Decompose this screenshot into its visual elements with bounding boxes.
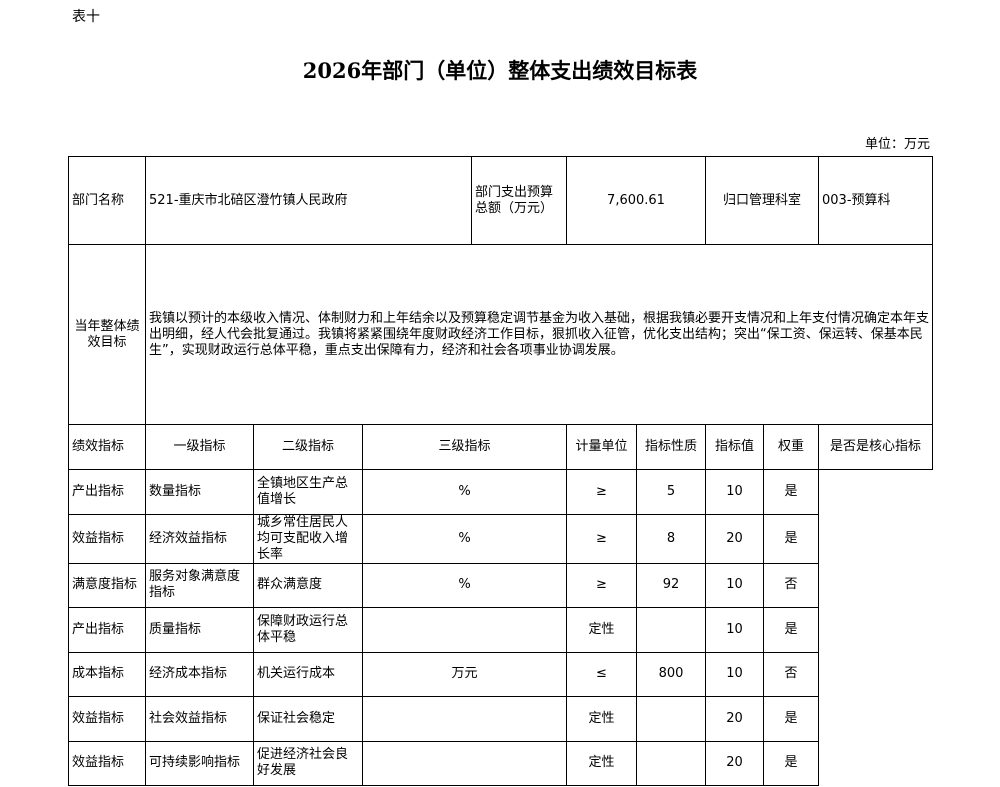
table-cell: 是 <box>763 513 819 564</box>
table-cell: 是 <box>763 469 819 515</box>
office-value: 003-预算科 <box>818 156 933 245</box>
column-header: 一级指标 <box>145 424 254 470</box>
table-cell: 20 <box>705 513 764 564</box>
table-cell: 效益指标 <box>68 740 146 786</box>
dept-name: 521-重庆市北碚区澄竹镇人民政府 <box>145 156 472 245</box>
table-cell: 经济效益指标 <box>145 513 254 564</box>
goal-text: 我镇以预计的本级收入情况、体制财力和上年结余以及预算稳定调节基金为收入基础，根据… <box>145 244 933 425</box>
unit-label: 单位：万元 <box>864 137 930 152</box>
table-cell: 是 <box>763 696 819 742</box>
table-cell: % <box>362 562 567 608</box>
table-cell: 否 <box>763 562 819 608</box>
table-cell: 效益指标 <box>68 696 146 742</box>
table-cell: 产出指标 <box>68 469 146 515</box>
table-cell: 满意度指标 <box>68 562 146 608</box>
table-cell: 5 <box>636 469 706 515</box>
table-row: 效益指标 经济效益指标 城乡常住居民人均可支配收入增长率% ≥8 20 是 <box>68 513 933 564</box>
table-cell: 服务对象满意度指标 <box>145 562 254 608</box>
table-cell: 保证社会稳定 <box>253 696 363 742</box>
table-cell: 保障财政运行总体平稳 <box>253 607 363 653</box>
table-row: 产出指标 质量指标 保障财政运行总体平稳 定性 10 是 <box>68 607 933 653</box>
budget-value: 7,600.61 <box>566 156 706 245</box>
indicators-label: 绩效指标 <box>68 424 146 470</box>
table-cell: 产出指标 <box>68 607 146 653</box>
table-cell: ≥ <box>566 469 637 515</box>
table-cell: 20 <box>705 740 764 786</box>
table-cell: 成本指标 <box>68 651 146 697</box>
column-header: 指标值 <box>705 424 764 470</box>
dept-name-label: 部门名称 <box>68 156 146 245</box>
table-cell: 800 <box>636 651 706 697</box>
table-cell: 是 <box>763 607 819 653</box>
table-cell: 经济成本指标 <box>145 651 254 697</box>
table-cell: 促进经济社会良好发展 <box>253 740 363 786</box>
table-cell: 城乡常住居民人均可支配收入增长率 <box>253 513 363 564</box>
table-cell: % <box>362 513 567 564</box>
table-cell: 10 <box>705 562 764 608</box>
column-header: 指标性质 <box>636 424 706 470</box>
table-cell: 群众满意度 <box>253 562 363 608</box>
table-number: 表十 <box>72 9 100 25</box>
column-header: 三级指标 <box>362 424 567 470</box>
page-title: 2026年部门（单位）整体支出绩效目标表 <box>302 58 698 83</box>
column-header: 计量单位 <box>566 424 637 470</box>
column-header: 权重 <box>763 424 819 470</box>
table-row: 成本指标 经济成本指标 机关运行成本 万元 ≤800 10 否 <box>68 651 933 697</box>
column-header: 是否是核心指标 <box>818 424 933 470</box>
table-cell: 10 <box>705 607 764 653</box>
table-cell: 定性 <box>566 740 637 786</box>
table-cell: 全镇地区生产总值增长 <box>253 469 363 515</box>
table-cell: 效益指标 <box>68 513 146 564</box>
table-cell: 是 <box>763 740 819 786</box>
table-cell: 10 <box>705 651 764 697</box>
table-cell: 20 <box>705 696 764 742</box>
table-cell <box>636 740 706 786</box>
info-table: 部门名称 521-重庆市北碚区澄竹镇人民政府 部门支出预算总额（万元） 7,60… <box>68 156 933 425</box>
table-cell: % <box>362 469 567 515</box>
table-cell <box>636 696 706 742</box>
goal-label: 当年整体绩效目标 <box>68 244 146 425</box>
table-cell: 10 <box>705 469 764 515</box>
table-cell <box>362 740 567 786</box>
table-cell: ≤ <box>566 651 637 697</box>
table-row: 产出指标 数量指标 全镇地区生产总值增长% ≥5 10 是 <box>68 469 933 515</box>
table-cell: 万元 <box>362 651 567 697</box>
office-label: 归口管理科室 <box>705 156 819 245</box>
column-header: 二级指标 <box>253 424 363 470</box>
table-cell: 社会效益指标 <box>145 696 254 742</box>
table-cell: 92 <box>636 562 706 608</box>
budget-label: 部门支出预算总额（万元） <box>471 156 567 245</box>
table-cell <box>362 696 567 742</box>
table-cell: 质量指标 <box>145 607 254 653</box>
table-cell: 否 <box>763 651 819 697</box>
table-cell <box>362 607 567 653</box>
table-cell: ≥ <box>566 513 637 564</box>
table-cell: 8 <box>636 513 706 564</box>
table-row: 效益指标 社会效益指标 保证社会稳定 定性 20 是 <box>68 696 933 742</box>
table-cell: ≥ <box>566 562 637 608</box>
table-cell: 定性 <box>566 696 637 742</box>
table-cell: 机关运行成本 <box>253 651 363 697</box>
table-cell <box>636 607 706 653</box>
table-row: 效益指标 可持续影响指标 促进经济社会良好发展 定性 20 是 <box>68 740 933 786</box>
table-row: 满意度指标 服务对象满意度指标 群众满意度% ≥92 10 否 <box>68 562 933 608</box>
table-cell: 定性 <box>566 607 637 653</box>
table-cell: 可持续影响指标 <box>145 740 254 786</box>
indicators-table: 绩效指标 一级指标 二级指标 三级指标 计量单位 指标性质 指标值 权重 是否是核心指标 产出… <box>68 424 933 786</box>
table-cell: 数量指标 <box>145 469 254 515</box>
